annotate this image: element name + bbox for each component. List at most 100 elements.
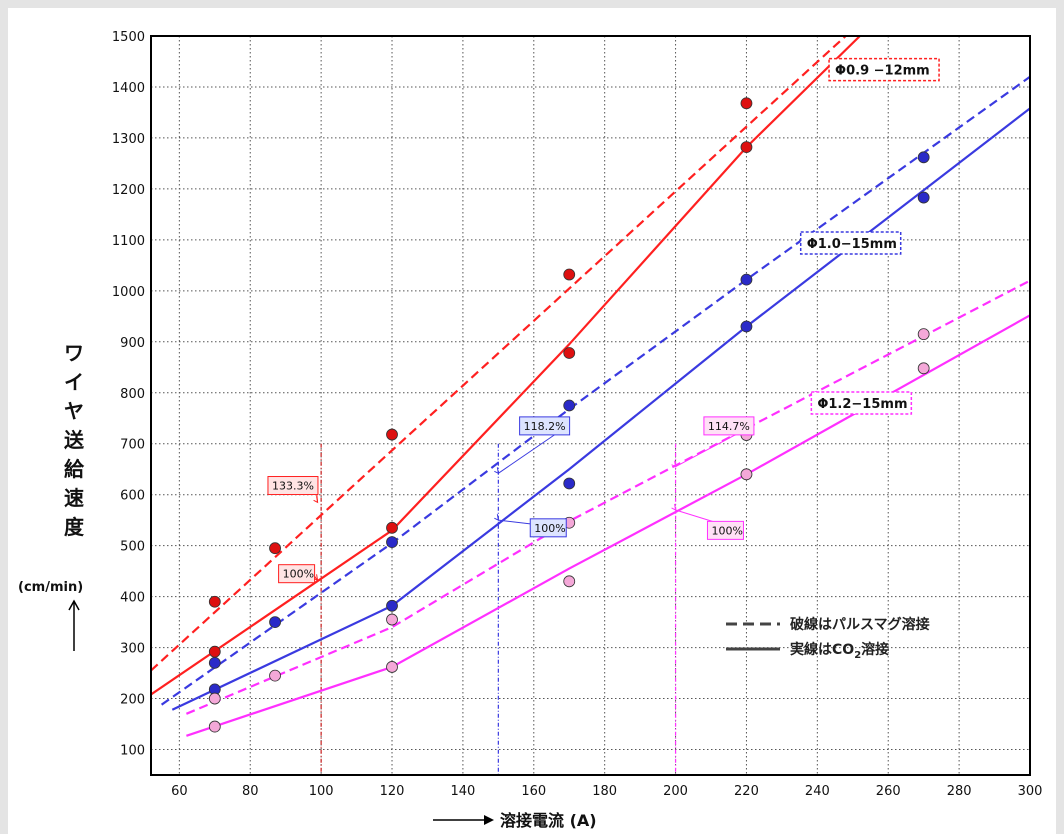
series-line-solid	[186, 314, 1030, 737]
x-tick-label: 160	[521, 784, 546, 799]
data-point	[208, 656, 221, 669]
y-tick-label: 1400	[112, 81, 145, 96]
y-tick-label: 800	[120, 387, 145, 402]
series-line-dashed	[151, 36, 847, 672]
annotation: 118.2%	[494, 416, 571, 475]
y-tick-label: 1000	[112, 285, 145, 300]
annotation: 133.3%	[267, 476, 319, 504]
data-point	[740, 141, 753, 154]
annotation: 100%	[278, 564, 319, 584]
x-tick-labels: 60 80 100 120 140 160 180 200 220 240 260 280 300	[171, 784, 1042, 799]
data-point	[208, 645, 221, 658]
series-label: Φ1.0−15mm	[799, 231, 902, 255]
data-point	[917, 151, 930, 164]
data-point	[386, 613, 398, 626]
data-points	[208, 97, 930, 733]
series-label: Φ0.9 −12mm	[828, 57, 940, 82]
y-tick-labels: 100 200 300 400 500 600 700 800 900 1000 1100 1200 1…	[112, 30, 145, 759]
y-tick-label: 900	[120, 336, 145, 351]
y-tick-label: 1200	[112, 183, 145, 198]
annotations: 133.3% 100% 118.2% 100% 114.7% 100%	[267, 416, 755, 584]
data-point	[269, 542, 281, 555]
x-tick-label: 80	[242, 784, 259, 799]
annotation: 100%	[494, 514, 567, 538]
welding-wire-feed-chart: 60 80 100 120 140 160 180 200 220 240 260 280 300 10…	[18, 30, 1042, 830]
reference-lines	[320, 443, 677, 775]
y-axis-label-char: イ	[64, 370, 84, 394]
svg-text:100%: 100%	[711, 524, 742, 537]
x-tick-label: 240	[805, 784, 830, 799]
data-point	[563, 268, 576, 281]
data-point	[740, 97, 753, 110]
x-tick-label: 100	[309, 784, 334, 799]
y-tick-label: 400	[120, 591, 145, 606]
data-point	[386, 599, 398, 612]
y-axis-label-char: ワ	[64, 341, 84, 365]
svg-text:Φ0.9 −12mm: Φ0.9 −12mm	[835, 64, 930, 79]
data-point	[208, 595, 221, 608]
data-point	[208, 692, 221, 705]
chart-frame: 60 80 100 120 140 160 180 200 220 240 260 280 300 10…	[8, 8, 1056, 834]
y-axis-unit: (cm/min)	[18, 580, 83, 595]
data-point	[917, 362, 930, 375]
y-axis-arrow	[68, 599, 80, 651]
legend-dashed-label: 破線はパルスマグ溶接	[790, 616, 930, 633]
data-point	[563, 399, 576, 412]
y-axis-label-char: ヤ	[64, 399, 84, 423]
annotation: 100%	[671, 503, 744, 540]
data-point	[208, 720, 221, 733]
data-point	[917, 191, 930, 204]
data-point	[269, 669, 281, 682]
svg-text:133.3%: 133.3%	[272, 480, 314, 493]
series-line-solid	[151, 36, 861, 696]
data-point	[269, 616, 281, 629]
data-point	[386, 661, 398, 673]
y-tick-label: 1300	[112, 132, 145, 147]
x-tick-label: 60	[171, 784, 188, 799]
data-point	[386, 521, 398, 534]
y-tick-label: 700	[120, 438, 145, 453]
x-tick-label: 200	[663, 784, 688, 799]
annotation: 114.7%	[671, 416, 755, 468]
x-tick-label: 140	[450, 784, 475, 799]
data-point	[917, 328, 930, 341]
legend-solid-label: 実線はCO2溶接	[790, 641, 889, 661]
data-point	[740, 320, 753, 333]
data-point	[563, 575, 576, 588]
data-point	[386, 536, 398, 548]
x-axis-arrow	[433, 815, 494, 825]
series-labels: Φ0.9 −12mm Φ1.0−15mm Φ1.2−15mm	[799, 57, 940, 415]
y-tick-label: 100	[120, 744, 145, 759]
svg-text:118.2%: 118.2%	[524, 420, 566, 433]
x-tick-label: 260	[876, 784, 901, 799]
data-point	[563, 347, 576, 359]
series-line-dashed	[185, 279, 1030, 715]
svg-text:Φ1.0−15mm: Φ1.0−15mm	[807, 237, 897, 252]
svg-text:100%: 100%	[534, 522, 565, 535]
data-point	[563, 477, 576, 490]
svg-text:100%: 100%	[283, 568, 314, 581]
y-tick-label: 1100	[112, 234, 145, 249]
y-axis-label-char: 速	[64, 486, 84, 510]
x-tick-label: 220	[734, 784, 759, 799]
series-line-dashed	[160, 75, 1030, 706]
data-point	[740, 468, 753, 481]
series-label: Φ1.2−15mm	[810, 391, 913, 415]
legend: 破線はパルスマグ溶接 実線はCO2溶接	[726, 616, 930, 661]
y-axis-label-char: 給	[64, 457, 85, 481]
x-tick-label: 180	[592, 784, 617, 799]
y-tick-label: 1500	[112, 30, 145, 45]
y-tick-label: 300	[120, 642, 145, 657]
y-tick-label: 600	[120, 489, 145, 504]
x-tick-label: 300	[1018, 784, 1043, 799]
x-tick-label: 280	[947, 784, 972, 799]
x-axis-label: 溶接電流 (A)	[500, 811, 597, 830]
y-axis-label-char: 度	[64, 515, 85, 539]
data-point	[386, 428, 398, 441]
svg-text:Φ1.2−15mm: Φ1.2−15mm	[817, 397, 907, 412]
x-tick-label: 120	[380, 784, 405, 799]
y-tick-label: 200	[120, 693, 145, 708]
plot-border	[150, 35, 1031, 776]
y-axis-label-char: 送	[64, 428, 85, 452]
